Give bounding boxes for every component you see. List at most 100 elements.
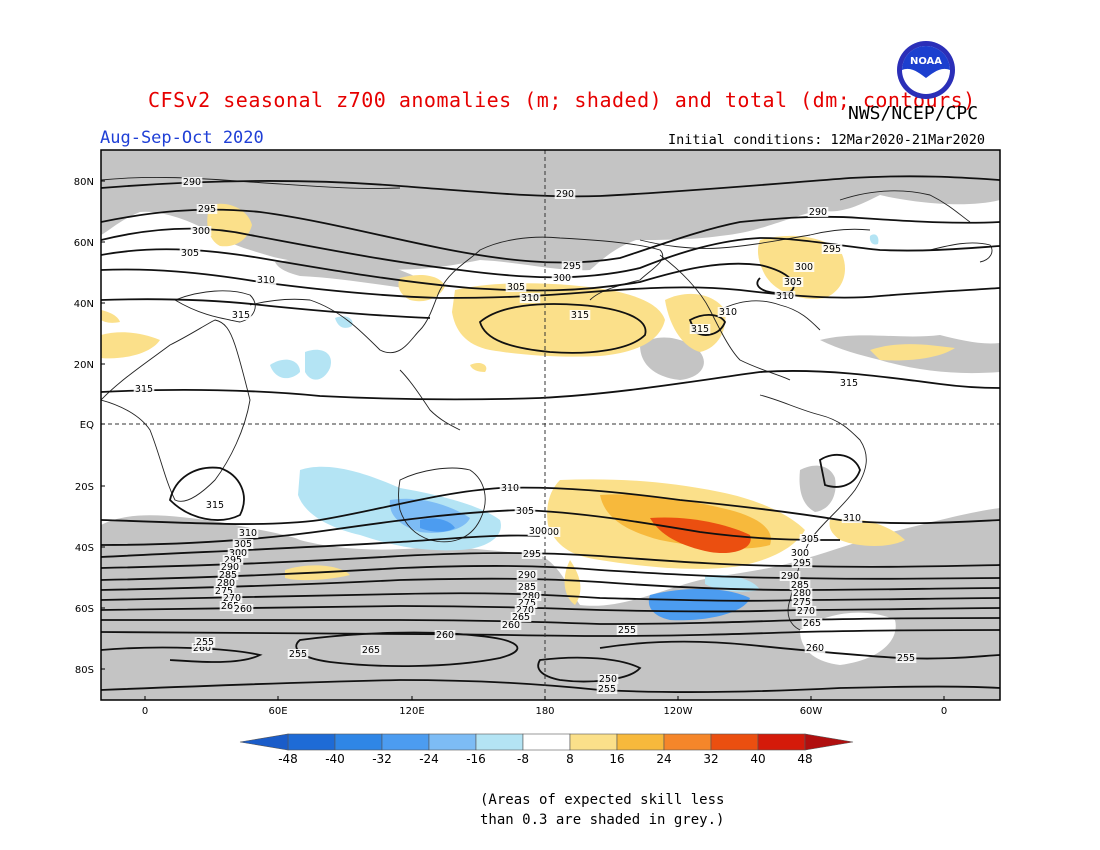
contour-label-bg	[520, 591, 542, 601]
contour-label: 290	[781, 571, 799, 582]
contour-label-bg	[221, 593, 243, 603]
contour-label-bg	[219, 562, 241, 572]
skill-note-line-2: than 0.3 are shaded in grey.)	[480, 812, 725, 828]
contour-label: 295	[523, 549, 541, 560]
lat-label: 60S	[75, 604, 94, 615]
contour-label: 300	[192, 226, 210, 237]
contour-label: 270	[223, 593, 241, 604]
colorbar-swatch	[710, 733, 759, 751]
contour-label: 315	[135, 384, 153, 395]
contour-label-bg	[799, 534, 821, 544]
contour-label: 290	[809, 207, 827, 218]
contour-label: 260	[806, 643, 824, 654]
contour-label-bg	[791, 588, 813, 598]
contour-label-bg	[434, 630, 456, 640]
contour-label: 260	[193, 643, 211, 654]
contour-label: 250	[599, 674, 617, 685]
lat-label: 80N	[74, 177, 94, 188]
contour-label: 255	[598, 684, 616, 695]
contour-label-bg	[516, 570, 538, 580]
contour-label-bg	[230, 310, 252, 320]
contour-label: 255	[897, 653, 915, 664]
skill-note-line-1: (Areas of expected skill less	[480, 792, 725, 808]
contour-label-bg	[133, 384, 155, 394]
grid-lines	[101, 150, 1000, 700]
colorbar-swatch	[334, 733, 383, 751]
contour-label-bg	[179, 248, 201, 258]
contour-label-bg	[500, 620, 522, 630]
contour-label: 280	[217, 578, 235, 589]
contour-label: 290	[183, 177, 201, 188]
contour-label: 290	[221, 562, 239, 573]
contour-label: 300	[229, 548, 247, 559]
colorbar-end-right	[804, 733, 854, 751]
contour-label: 300	[553, 273, 571, 284]
contour-label: 310	[843, 513, 861, 524]
lat-label: 20S	[75, 482, 94, 493]
contour-label: 310	[719, 307, 737, 318]
contour-label-bg	[779, 571, 801, 581]
contour-label: 280	[522, 591, 540, 602]
contour-label-bg	[804, 643, 826, 653]
contour-label: 300	[541, 527, 559, 538]
colorbar-swatch	[757, 733, 806, 751]
lon-label: 0	[142, 706, 148, 717]
contour-label-bg	[895, 653, 917, 663]
contour-label-bg	[227, 548, 249, 558]
contour-label: 305	[507, 282, 525, 293]
contour-label: 295	[793, 558, 811, 569]
colorbar-swatch	[287, 733, 336, 751]
contour-label: 285	[219, 570, 237, 581]
lat-label: 40S	[75, 543, 94, 554]
contour-label-bg	[717, 307, 739, 317]
contour-label: 265	[362, 645, 380, 656]
contour-label: 290	[556, 189, 574, 200]
contour-label-bg	[505, 282, 527, 292]
longitude-labels: 0 60E 120E 180 120W 60W 0	[142, 696, 947, 717]
contour-label: 315	[206, 500, 224, 511]
contour-label-bg	[232, 604, 254, 614]
contour-label-bg	[237, 528, 259, 538]
contour-label: 300	[791, 548, 809, 559]
contour-label-bg	[554, 189, 576, 199]
colorbar-tick-label: -16	[466, 752, 486, 766]
contour-label: 265	[512, 612, 530, 623]
contour-label: 270	[797, 606, 815, 617]
contour-label-bg	[838, 378, 860, 388]
colorbar-tick-label: -24	[419, 752, 439, 766]
contour-label: 315	[232, 310, 250, 321]
colorbar-end-left	[239, 733, 289, 751]
initial-conditions: Initial conditions: 12Mar2020-21Mar2020	[668, 132, 985, 148]
contour-label: 265	[221, 601, 239, 612]
contour-label-bg	[514, 506, 536, 516]
contour-label-bg	[597, 674, 619, 684]
contour-label: 305	[234, 539, 252, 550]
contour-label-bg	[774, 291, 796, 301]
contour-label-bg	[217, 570, 239, 580]
contour-label: 300	[795, 262, 813, 273]
contour-label: 305	[784, 277, 802, 288]
contour-label: 280	[793, 588, 811, 599]
contour-label: 255	[618, 625, 636, 636]
lon-label: 120E	[399, 706, 424, 717]
colorbar-swatch	[381, 733, 430, 751]
contour-label-bg	[789, 580, 811, 590]
contour-label-bg	[191, 643, 213, 653]
contour-label-bg	[596, 684, 618, 694]
contour-label: 305	[516, 506, 534, 517]
contour-label: 285	[791, 580, 809, 591]
contour-label-bg	[181, 177, 203, 187]
contour-label-bg	[793, 262, 815, 272]
agency-label: NWS/NCEP/CPC	[848, 103, 979, 124]
lat-label: 60N	[74, 238, 94, 249]
contour-label-bg	[196, 204, 218, 214]
colorbar-swatch	[475, 733, 524, 751]
contour-label: 275	[793, 597, 811, 608]
contour-label-bg	[782, 277, 804, 287]
contour-label: 310	[501, 483, 519, 494]
noaa-logo-text: NOAA	[910, 56, 942, 67]
colorbar-swatch	[428, 733, 477, 751]
contour-label-bg	[219, 601, 241, 611]
colorbar-tick-label: 32	[703, 752, 718, 766]
contour-label-bg	[204, 500, 226, 510]
